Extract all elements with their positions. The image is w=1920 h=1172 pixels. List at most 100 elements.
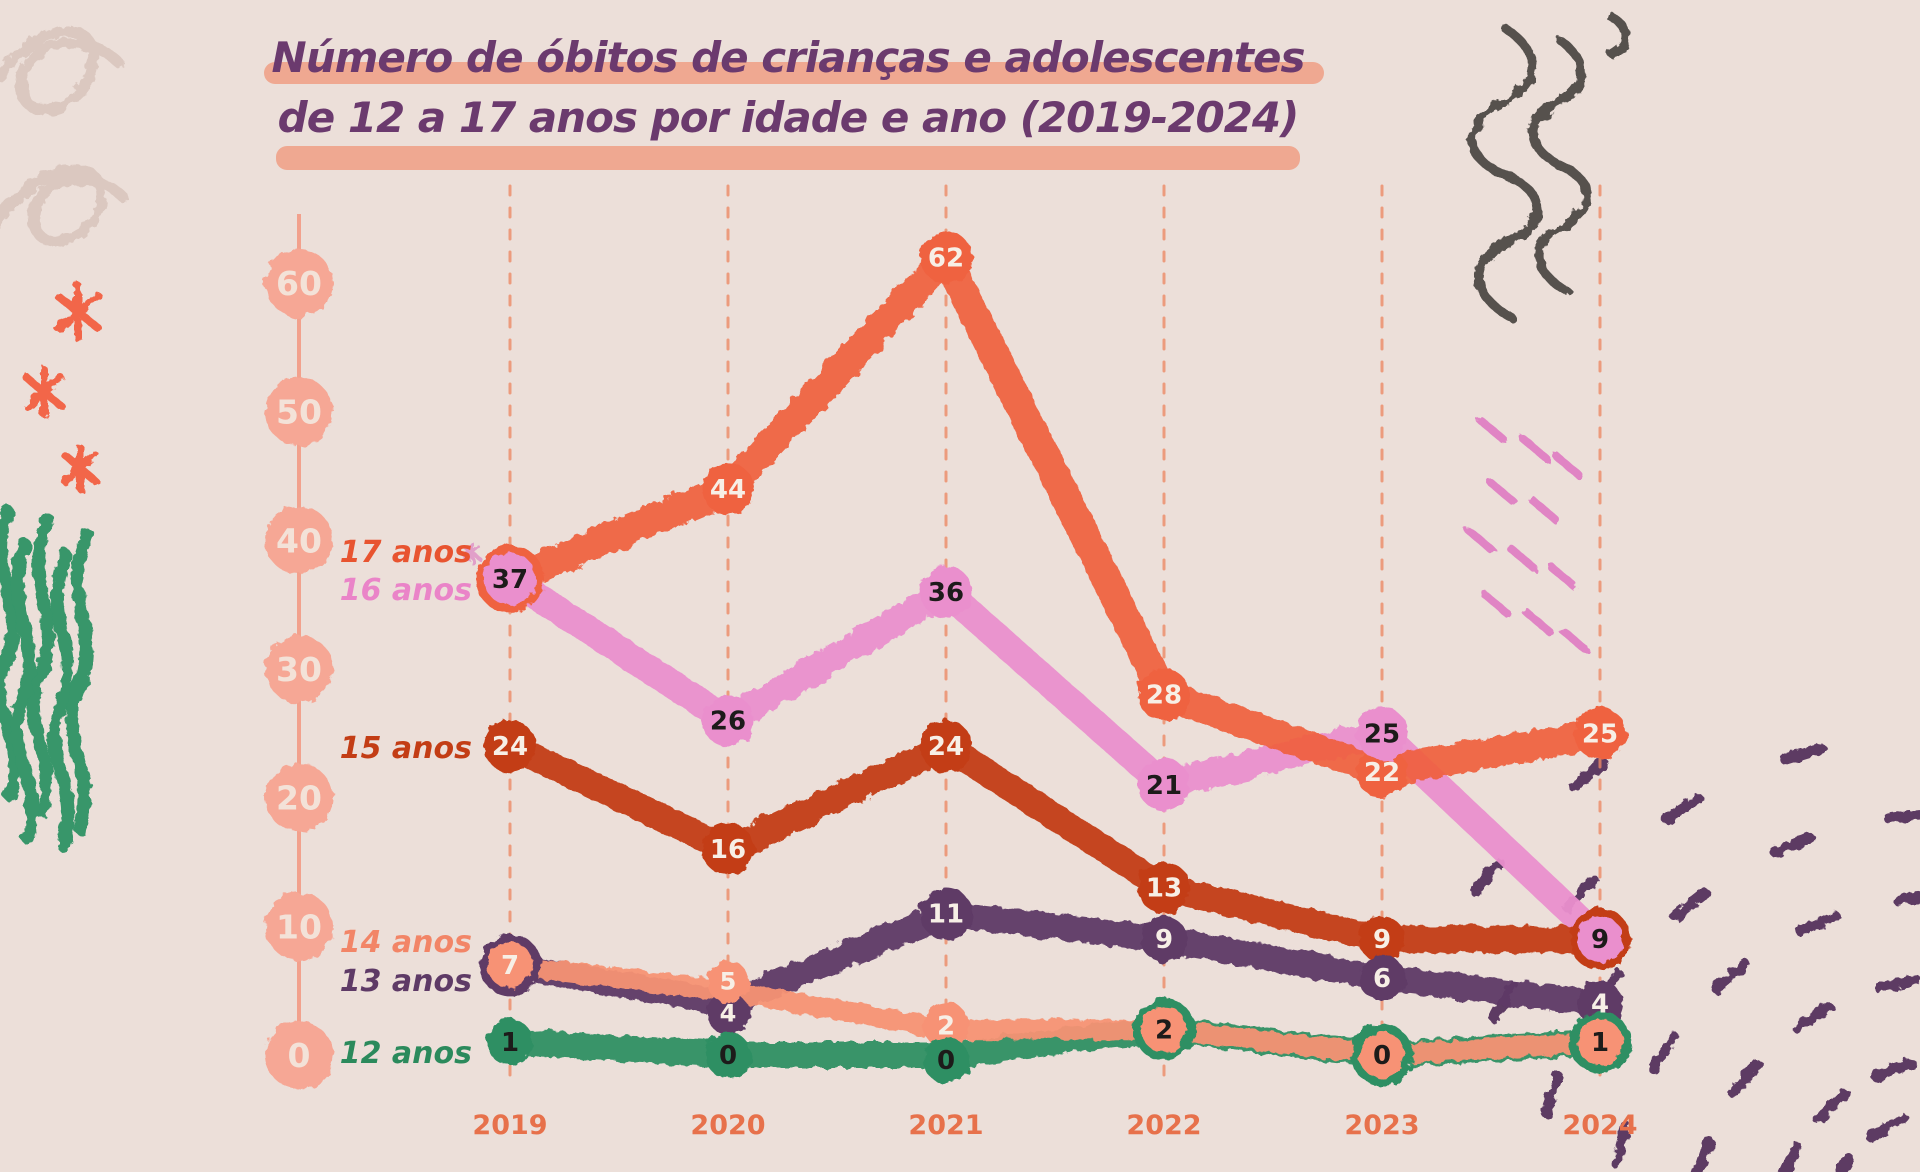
marker-2024-25 bbox=[1574, 707, 1626, 760]
dash-stroke-icon bbox=[1518, 434, 1550, 462]
marker-label-2021-2: 2 bbox=[937, 1011, 955, 1041]
legend-16-anos: 16 anos bbox=[340, 573, 472, 608]
year-label-2022: 2022 bbox=[1126, 1110, 1201, 1141]
line-17-anos bbox=[495, 242, 1615, 787]
dash-stroke-icon bbox=[1661, 794, 1704, 825]
marker-label-2022-9: 9 bbox=[1155, 925, 1173, 955]
marker-label-2024-9: 9 bbox=[1591, 925, 1609, 955]
marker-label-2023-25: 25 bbox=[1364, 719, 1400, 749]
marker-2021-62 bbox=[920, 231, 972, 284]
legend-14-anos: 14 anos bbox=[340, 925, 472, 960]
marker-2020-4 bbox=[707, 992, 749, 1035]
dash-stroke-icon bbox=[1476, 416, 1508, 444]
marker-label-2021-36: 36 bbox=[928, 578, 964, 608]
marker-2022-2 bbox=[1141, 1006, 1187, 1053]
x-axis-labels: 2019 2020 2021 2022 2023 2024 bbox=[472, 1110, 1637, 1141]
dash-stroke-icon bbox=[1464, 526, 1496, 554]
legend-15-anos: 15 anos bbox=[340, 731, 472, 766]
marker-2022-9 bbox=[1141, 916, 1187, 963]
marker-2022-13 bbox=[1138, 861, 1190, 914]
gray-squiggle-icon bbox=[1467, 11, 1631, 323]
green-scribble-icon bbox=[0, 505, 95, 853]
year-label-2023: 2023 bbox=[1344, 1110, 1419, 1141]
marker-label-2021-62: 62 bbox=[928, 243, 964, 273]
y-tick-blob-60 bbox=[265, 248, 333, 317]
title-highlight-icon bbox=[275, 146, 1301, 170]
marker-2020-16 bbox=[702, 823, 754, 876]
line-15-anos bbox=[496, 732, 1614, 953]
marker-2021-24 bbox=[920, 720, 972, 773]
dash-stroke-icon bbox=[1795, 910, 1841, 936]
dash-stroke-icon bbox=[1883, 809, 1920, 824]
marker-2020-5 bbox=[707, 960, 749, 1003]
marker-2023-0 bbox=[1359, 1032, 1405, 1078]
marker-label-2024-1: 1 bbox=[1591, 1028, 1609, 1058]
marker-label-2019-1: 1 bbox=[501, 1028, 519, 1058]
pink-dashes-icon bbox=[1464, 416, 1590, 654]
line-14-anos bbox=[500, 954, 1610, 1065]
dash-stroke-icon bbox=[1792, 1002, 1835, 1033]
dash-stroke-icon bbox=[1812, 1088, 1851, 1124]
marker-2019-37 bbox=[484, 552, 536, 605]
sparkle-icon bbox=[23, 282, 102, 492]
dash-stroke-icon bbox=[1693, 1135, 1714, 1172]
year-label-2019: 2019 bbox=[472, 1110, 547, 1141]
marker-2021-0 bbox=[923, 1037, 969, 1083]
line-13-anos bbox=[497, 900, 1613, 1017]
y-tick-blob-30 bbox=[265, 634, 333, 703]
title-line-1: Número de óbitos de crianças e adolescen… bbox=[271, 33, 1306, 82]
marker-label-2019-37: 37 bbox=[492, 565, 528, 595]
marker-label-2023-22: 22 bbox=[1364, 758, 1400, 788]
marker-label-2022-2: 2 bbox=[1155, 1015, 1173, 1045]
y-tick-label-0: 0 bbox=[288, 1036, 311, 1075]
y-tick-label-60: 60 bbox=[276, 264, 322, 303]
chart-title: Número de óbitos de crianças e adolescen… bbox=[0, 28, 1576, 170]
y-tick-blob-20 bbox=[265, 763, 333, 832]
year-label-2021: 2021 bbox=[908, 1110, 983, 1141]
marker-label-2020-0: 0 bbox=[719, 1041, 737, 1071]
data-point-labels: 3724714426164506236241120282113922225960… bbox=[492, 243, 1618, 1076]
marker-label-2020-16: 16 bbox=[710, 835, 746, 865]
marker-label-2022-21: 21 bbox=[1146, 771, 1182, 801]
marker-label-2022-28: 28 bbox=[1146, 681, 1182, 711]
dash-stroke-icon bbox=[1470, 856, 1504, 897]
marker-2021-2 bbox=[923, 1002, 969, 1049]
dash-stroke-icon bbox=[1480, 590, 1512, 618]
legend-12-anos: 12 anos bbox=[340, 1036, 472, 1071]
marker-label-2023-9: 9 bbox=[1373, 925, 1391, 955]
dash-stroke-icon bbox=[1870, 1058, 1917, 1081]
dash-stroke-icon bbox=[1528, 496, 1560, 524]
marker-2023-9 bbox=[1359, 916, 1405, 963]
purple-dashes-icon bbox=[1470, 743, 1920, 1172]
dash-stroke-icon bbox=[1873, 974, 1920, 993]
marker-label-2023-6: 6 bbox=[1373, 964, 1391, 994]
marker-2020-26 bbox=[702, 694, 754, 747]
marker-label-2019-7: 7 bbox=[501, 951, 519, 981]
dash-stroke-icon bbox=[1558, 626, 1590, 654]
y-tick-label-50: 50 bbox=[276, 393, 322, 432]
y-tick-blob-40 bbox=[265, 506, 333, 575]
dash-stroke-icon bbox=[1669, 887, 1710, 922]
title-line-2: de 12 a 17 anos por idade e ano (2019-20… bbox=[277, 93, 1300, 142]
dash-stroke-icon bbox=[1546, 562, 1578, 590]
marker-label-2020-5: 5 bbox=[720, 968, 737, 996]
marker-2024-9 bbox=[1577, 916, 1623, 963]
dash-stroke-icon bbox=[1779, 1141, 1802, 1172]
dash-stroke-icon bbox=[1486, 478, 1518, 506]
dash-stroke-icon bbox=[1506, 544, 1538, 572]
data-point-markers bbox=[476, 231, 1631, 1086]
marker-2023-25 bbox=[1356, 707, 1408, 760]
dash-stroke-icon bbox=[1711, 959, 1751, 994]
marker-label-2021-11: 11 bbox=[928, 899, 964, 929]
small-sparkle-icon bbox=[463, 542, 481, 564]
y-tick-label-20: 20 bbox=[276, 779, 322, 818]
dash-stroke-icon bbox=[1835, 1153, 1854, 1172]
marker-2022-21 bbox=[1138, 758, 1190, 811]
dash-stroke-icon bbox=[1728, 1058, 1763, 1099]
legend-13-anos: 13 anos bbox=[340, 964, 472, 999]
dash-stroke-icon bbox=[1522, 608, 1554, 636]
marker-2023-22 bbox=[1356, 745, 1408, 798]
